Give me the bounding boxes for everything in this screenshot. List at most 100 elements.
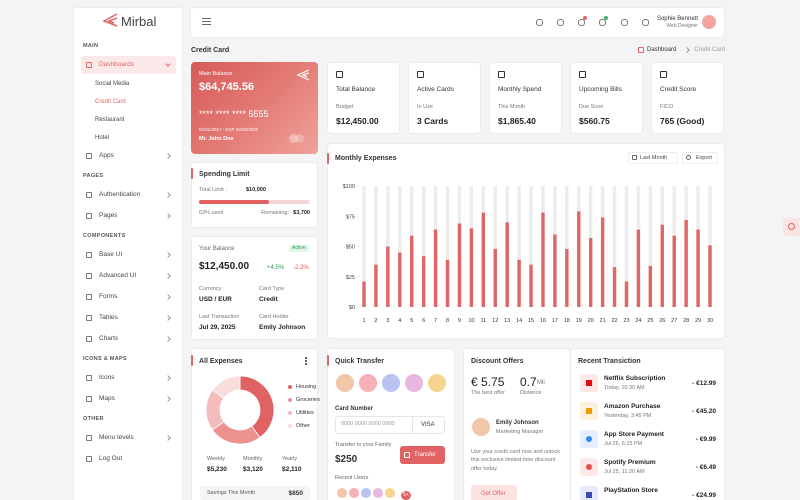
field-label: Card Type <box>259 286 285 292</box>
menu-item[interactable]: Icons <box>99 374 115 381</box>
distance-label: Distance <box>520 390 542 396</box>
bar <box>684 219 688 307</box>
menu-item[interactable]: Advanced UI <box>99 272 137 279</box>
breadcrumb-current: Credit Card <box>694 47 725 53</box>
user-name: Sophie Bennett <box>656 16 698 22</box>
menu-item[interactable]: Tables <box>99 314 118 321</box>
menu-icon <box>86 375 92 381</box>
x-tick-label: 26 <box>659 318 665 324</box>
person-role: Marketing Manager <box>496 429 544 435</box>
menu-item[interactable]: Dashboards <box>99 61 135 68</box>
x-tick-label: 19 <box>576 318 582 324</box>
section-title: PAGES <box>83 173 104 179</box>
period-label: Monthly <box>243 456 263 462</box>
breadcrumb-sep <box>684 47 690 53</box>
x-tick-label: 24 <box>635 318 641 324</box>
menu-item[interactable]: Base UI <box>99 251 123 258</box>
status-badge: Active <box>289 245 309 252</box>
x-tick-label: 9 <box>458 318 461 324</box>
menu-icon <box>86 315 92 321</box>
offer-button-label[interactable]: Get Offer <box>481 491 506 497</box>
change-down: -2.3% <box>293 265 309 271</box>
avatar <box>701 14 717 30</box>
legend-dot <box>288 411 292 415</box>
menu-item[interactable]: Menu levels <box>99 434 134 441</box>
bar <box>636 229 641 307</box>
menu-item[interactable]: Maps <box>99 395 115 402</box>
field-label: Card Holder <box>259 314 289 320</box>
period-value: $2,110 <box>282 466 302 473</box>
menu-icon <box>86 456 92 462</box>
menu-item[interactable]: Authentication <box>99 191 141 198</box>
menu-item[interactable]: Log Out <box>99 455 123 462</box>
stat-icon <box>498 71 505 78</box>
section-title: COMPONENTS <box>83 233 126 239</box>
stat-title: Active Cards <box>417 86 454 93</box>
change-up: +4.5% <box>267 265 285 271</box>
submenu-item[interactable]: Credit Card <box>95 99 126 105</box>
input-placeholder[interactable]: 0000 0000 0000 0000 <box>341 421 395 427</box>
section-title: OTHER <box>83 416 104 422</box>
menu-item[interactable]: Pages <box>99 212 118 219</box>
transfer-icon <box>404 452 410 458</box>
monthly-expenses-card <box>327 143 725 339</box>
card-logo-mark <box>296 69 310 81</box>
submenu-item[interactable]: Hotel <box>95 135 110 141</box>
bar <box>696 229 700 307</box>
legend-label: Utilities <box>296 409 314 416</box>
card-title: Discount Offers <box>471 358 524 365</box>
hamburger-line[interactable] <box>202 21 211 22</box>
field-label: Transfer to your Family <box>335 442 392 448</box>
avatar <box>335 373 355 393</box>
bar <box>577 211 581 307</box>
menu-dot[interactable] <box>305 363 307 365</box>
menu-dot[interactable] <box>305 360 307 362</box>
accent-bar <box>327 153 329 164</box>
menu-dot[interactable] <box>305 357 307 359</box>
active-item-bg[interactable] <box>81 56 176 74</box>
transfer-button[interactable] <box>400 446 445 464</box>
hamburger-line[interactable] <box>202 18 211 19</box>
avatar <box>384 487 396 499</box>
distance-value: 0.7 <box>520 375 537 389</box>
bar <box>445 259 450 307</box>
export-button[interactable] <box>682 152 718 164</box>
submenu-item[interactable]: Restaurant <box>95 117 125 123</box>
menu-item[interactable]: Forms <box>99 293 118 300</box>
offer-button[interactable] <box>471 485 517 500</box>
stat-label: FICO <box>660 104 674 110</box>
breadcrumb-link[interactable]: Dashboard <box>647 47 677 53</box>
stat-icon <box>660 71 667 78</box>
card-input[interactable] <box>335 416 445 434</box>
logo-mark <box>102 13 118 27</box>
bar <box>672 235 676 307</box>
card-logo <box>296 69 310 81</box>
more-users: 5+ <box>401 491 411 500</box>
period-label: Weekly <box>207 456 225 462</box>
x-tick-label: 17 <box>552 318 558 324</box>
transaction-time: Jul 26, 6:15 PM <box>604 441 643 447</box>
bar-track <box>565 186 569 307</box>
card-balance: $64,745.56 <box>199 81 255 93</box>
menu-item[interactable]: Apps <box>99 152 114 159</box>
x-tick-label: 23 <box>623 318 629 324</box>
x-tick-label: 20 <box>588 318 594 324</box>
hamburger-line[interactable] <box>202 24 211 25</box>
menu-item[interactable]: Charts <box>99 335 119 342</box>
bar <box>505 222 509 307</box>
submenu-item[interactable]: Social Media <box>95 81 130 87</box>
user-role: Web Designer <box>666 23 698 29</box>
export-label[interactable]: Export <box>696 155 712 161</box>
menu-icon <box>86 62 92 68</box>
bar <box>433 229 438 307</box>
stat-title: Credit Score <box>660 86 697 93</box>
bar <box>493 248 497 307</box>
transaction-name: App Store Payment <box>604 431 664 438</box>
period-label[interactable]: Last Month <box>640 155 668 161</box>
transfer-button-label[interactable]: Transfer <box>414 452 437 458</box>
period-button[interactable] <box>628 152 678 164</box>
bar-track <box>529 186 533 307</box>
label: Total Limit : <box>199 187 227 193</box>
x-tick-label: 30 <box>707 318 713 324</box>
